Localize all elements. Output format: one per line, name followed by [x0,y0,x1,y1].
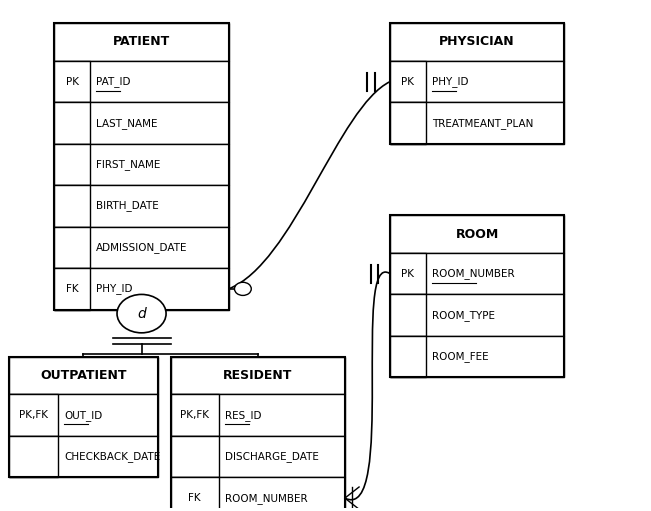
Bar [171,436,345,477]
Bar [55,227,90,268]
Bar [55,268,90,310]
Text: ROOM_NUMBER: ROOM_NUMBER [432,268,515,279]
Text: ROOM_TYPE: ROOM_TYPE [432,310,495,320]
Bar [390,294,426,336]
Bar [9,357,158,477]
Bar [9,436,58,477]
Bar [390,253,564,294]
Text: PHY_ID: PHY_ID [96,284,133,294]
Bar [55,144,90,185]
Bar [390,61,426,102]
Text: ROOM: ROOM [456,227,499,241]
Bar [171,357,345,511]
Text: CHECKBACK_DATE: CHECKBACK_DATE [64,451,160,462]
Circle shape [234,282,251,295]
Text: RESIDENT: RESIDENT [223,369,292,382]
Text: PHYSICIAN: PHYSICIAN [439,35,515,49]
Text: PK: PK [401,77,414,87]
Text: BIRTH_DATE: BIRTH_DATE [96,200,159,212]
Bar [390,253,426,294]
Text: RES_ID: RES_ID [225,410,262,421]
Bar [390,336,564,377]
Bar [171,357,345,394]
Bar [9,357,158,394]
Bar [390,336,426,377]
Text: d: d [137,307,146,320]
Text: PK,FK: PK,FK [180,410,210,420]
Bar [390,215,564,377]
Bar [171,394,345,436]
Text: PK: PK [401,269,414,278]
Bar [9,394,158,436]
Bar [55,61,229,102]
Text: OUT_ID: OUT_ID [64,410,102,421]
Bar [9,436,158,477]
Bar [55,102,229,144]
Text: PAT_ID: PAT_ID [96,76,131,87]
Bar [55,23,229,61]
Bar [55,102,90,144]
Bar [171,477,345,511]
Bar [55,61,90,102]
Bar [55,23,229,310]
Text: ADMISSION_DATE: ADMISSION_DATE [96,242,188,253]
Bar [390,294,564,336]
Bar [390,23,564,61]
Bar [171,394,219,436]
Bar [55,268,229,310]
Text: FK: FK [66,284,79,294]
Bar [55,144,229,185]
Bar [171,436,219,477]
Bar [55,227,229,268]
Text: ROOM_NUMBER: ROOM_NUMBER [225,493,308,503]
Text: DISCHARGE_DATE: DISCHARGE_DATE [225,451,320,462]
Bar [390,102,426,144]
Text: PATIENT: PATIENT [113,35,170,49]
Bar [9,394,58,436]
Bar [390,23,564,144]
Bar [55,185,229,227]
Bar [390,61,564,102]
Text: LAST_NAME: LAST_NAME [96,118,158,129]
Text: PHY_ID: PHY_ID [432,76,469,87]
Text: TREATMEANT_PLAN: TREATMEANT_PLAN [432,118,533,129]
Text: ROOM_FEE: ROOM_FEE [432,351,489,362]
Text: FIRST_NAME: FIRST_NAME [96,159,161,170]
Text: PK,FK: PK,FK [19,410,48,420]
Circle shape [117,294,166,333]
Bar [390,215,564,253]
Bar [390,102,564,144]
Bar [55,185,90,227]
Bar [171,477,219,511]
Text: FK: FK [189,493,201,503]
Text: OUTPATIENT: OUTPATIENT [40,369,127,382]
Text: PK: PK [66,77,79,87]
